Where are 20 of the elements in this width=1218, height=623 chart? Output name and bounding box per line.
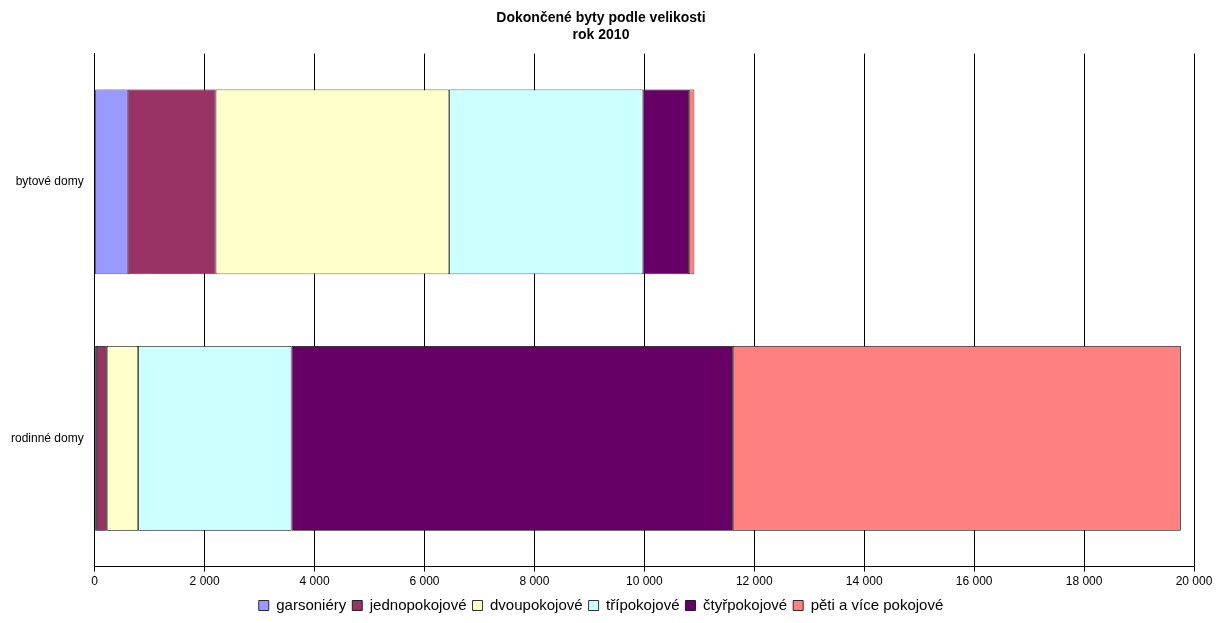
x-tick-label: 2 000 bbox=[189, 574, 220, 589]
x-tick-label: 8 000 bbox=[519, 574, 550, 589]
x-tick-label: 0 bbox=[91, 574, 99, 589]
legend-label: jednopokojové bbox=[368, 595, 467, 613]
x-tick-label: 18 000 bbox=[1065, 574, 1103, 589]
y-tick-label: bytové domy bbox=[15, 174, 84, 189]
legend-label: dvoupokojové bbox=[490, 595, 583, 613]
legend-label: pěti a více pokojové bbox=[810, 595, 944, 613]
x-tick-label: 14 000 bbox=[845, 574, 883, 589]
x-tick-label: 20 000 bbox=[1175, 574, 1213, 589]
x-tick-label: 12 000 bbox=[735, 574, 773, 589]
legend-label: čtyřpokojové bbox=[702, 595, 788, 613]
chart-title: Dokončené byty podle velikosti rok 2010 bbox=[496, 9, 706, 43]
legend-label: třípokojové bbox=[606, 595, 680, 613]
y-tick-label: rodinné domy bbox=[10, 430, 84, 445]
x-tick-label: 10 000 bbox=[626, 574, 664, 589]
x-tick-label: 6 000 bbox=[409, 574, 440, 589]
legend-label: garsoniéry bbox=[276, 595, 347, 613]
x-tick-label: 16 000 bbox=[955, 574, 993, 589]
x-tick-label: 4 000 bbox=[299, 574, 330, 589]
